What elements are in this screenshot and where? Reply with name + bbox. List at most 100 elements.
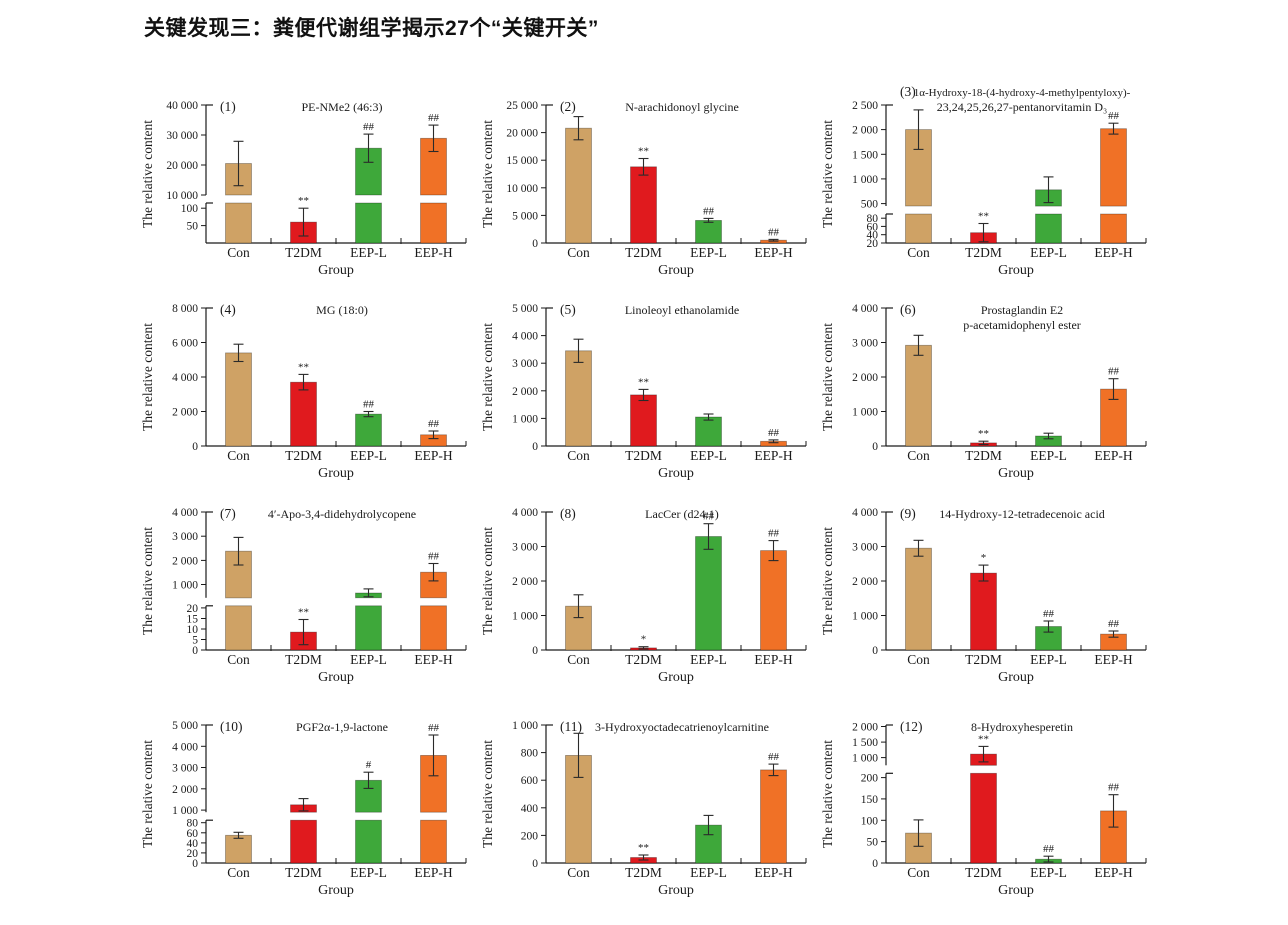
chart-panel-1: 50 100 10 000 20 000 30 000 40 000 (1) PE-NMe2 …	[140, 85, 480, 288]
y-tick-label: 80	[187, 818, 199, 830]
chart-index: (10)	[220, 719, 243, 734]
bar-eep-l	[355, 202, 382, 244]
category-label: T2DM	[625, 448, 662, 463]
y-tick-label: 30 000	[166, 130, 198, 142]
bar-chart: 0 1 000 2 000 3 000 4 000 5 000 (5) Linoleoyl e…	[480, 302, 807, 481]
y-tick-label: 8 000	[172, 303, 198, 315]
sig-marker: ##	[1043, 843, 1055, 855]
y-tick-label: 800	[521, 748, 539, 760]
category-label: EEP-L	[690, 245, 727, 260]
x-axis-label: Group	[318, 883, 354, 898]
y-tick-label: 10	[187, 624, 199, 636]
chart-title: PE-NMe2 (46:3)	[302, 100, 383, 114]
x-axis-label: Group	[658, 263, 694, 278]
y-axis-label: The relative content	[820, 740, 835, 848]
bar-con	[905, 547, 932, 651]
chart-index: (5)	[560, 302, 576, 317]
sig-marker: ##	[1108, 366, 1120, 378]
bar-chart: 0 5 000 10 000 15 000 20 000 25 000 (2) N-arach…	[480, 99, 807, 278]
bar-t2dm	[970, 572, 997, 651]
bar-eep-l	[695, 219, 722, 244]
category-label: T2DM	[285, 865, 322, 880]
bar-eep-h	[1100, 213, 1127, 244]
category-label: T2DM	[625, 245, 662, 260]
category-label: T2DM	[965, 865, 1002, 880]
category-label: Con	[567, 448, 590, 463]
chart-index: (11)	[560, 719, 582, 734]
y-tick-label: 2 000	[172, 555, 198, 567]
category-label: T2DM	[625, 652, 662, 667]
y-tick-label: 100	[861, 815, 879, 827]
category-label: EEP-H	[1094, 652, 1132, 667]
y-tick-label: 1 000	[512, 720, 538, 732]
chart-title: 14-Hydroxy-12-tetradecenoic acid	[939, 507, 1105, 521]
y-tick-label: 15	[187, 614, 199, 626]
y-tick-label: 4 000	[172, 372, 198, 384]
y-tick-label: 6 000	[172, 338, 198, 350]
sig-marker: #	[366, 759, 372, 771]
bar-con	[225, 352, 252, 447]
sig-marker: *	[981, 552, 987, 564]
category-label: EEP-L	[1030, 865, 1067, 880]
category-label: Con	[907, 652, 930, 667]
category-label: Con	[227, 245, 250, 260]
y-tick-label: 0	[192, 645, 198, 657]
x-axis-label: Group	[658, 466, 694, 481]
y-tick-label: 60	[187, 828, 199, 840]
bar-eep-h	[1100, 128, 1127, 207]
y-tick-label: 3 000	[512, 358, 538, 370]
y-axis-label: The relative content	[140, 527, 155, 635]
chart-index: (6)	[900, 302, 916, 317]
y-tick-label: 2 000	[852, 372, 878, 384]
chart-index: (12)	[900, 719, 923, 734]
bar-chart: 0 50 100 150 200 1 000 1 500 2 000 (12) 8-Hydroxy…	[820, 719, 1147, 898]
bar-eep-l	[355, 413, 382, 447]
sig-marker: ##	[363, 399, 375, 411]
bar-t2dm	[290, 819, 317, 864]
y-tick-label: 4 000	[852, 303, 878, 315]
y-tick-label: 50	[867, 837, 879, 849]
y-tick-label: 3 000	[852, 338, 878, 350]
y-tick-label: 600	[521, 775, 539, 787]
category-label: EEP-H	[754, 448, 792, 463]
y-axis-label: The relative content	[820, 527, 835, 635]
y-tick-label: 2 000	[512, 386, 538, 398]
y-tick-label: 3 000	[172, 531, 198, 543]
sig-marker: **	[638, 376, 649, 388]
category-label: Con	[227, 865, 250, 880]
y-tick-label: 0	[532, 441, 538, 453]
chart-index: (4)	[220, 302, 236, 317]
category-label: EEP-H	[754, 652, 792, 667]
chart-title: MG (18:0)	[316, 303, 368, 317]
y-tick-label: 100	[181, 203, 199, 215]
category-label: EEP-L	[690, 448, 727, 463]
chart-title: Linoleoyl ethanolamide	[625, 303, 739, 317]
y-tick-label: 20 000	[166, 160, 198, 172]
y-axis-label: The relative content	[480, 323, 495, 431]
sig-marker: **	[638, 842, 649, 854]
bar-eep-l	[355, 819, 382, 864]
category-label: Con	[907, 865, 930, 880]
category-label: T2DM	[285, 448, 322, 463]
chart-title: PGF2α-1,9-lactone	[296, 720, 388, 734]
bar-eep-l	[695, 536, 722, 651]
y-tick-label: 3 000	[172, 763, 198, 775]
sig-marker: **	[298, 361, 309, 373]
sig-marker: ##	[703, 205, 715, 217]
y-tick-label: 2 000	[172, 784, 198, 796]
y-tick-label: 1 000	[852, 407, 878, 419]
y-tick-label: 4 000	[172, 507, 198, 519]
y-tick-label: 40	[867, 230, 879, 242]
chart-panel-6: 0 1 000 2 000 3 000 4 000 (6) Prostaglandin E2…	[820, 288, 1160, 492]
y-tick-label: 2 000	[852, 722, 878, 734]
y-tick-label: 200	[521, 830, 539, 842]
x-axis-label: Group	[998, 466, 1034, 481]
y-tick-label: 10 000	[506, 183, 538, 195]
bar-t2dm	[970, 772, 997, 864]
y-tick-label: 1 000	[172, 580, 198, 592]
category-label: EEP-L	[1030, 448, 1067, 463]
chart-index: (1)	[220, 99, 236, 114]
